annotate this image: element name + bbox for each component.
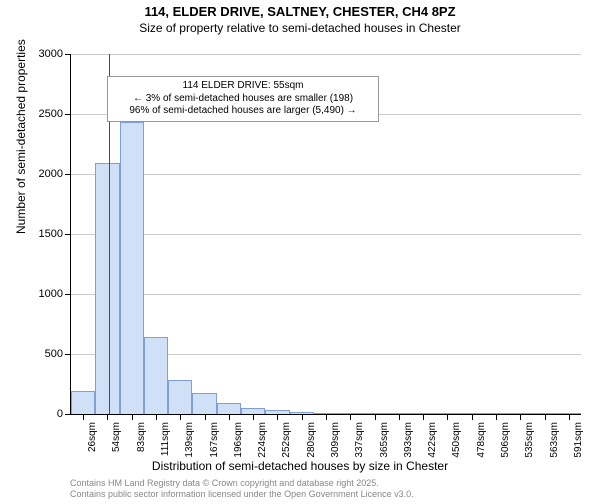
y-axis-title: Number of semi-detached properties bbox=[14, 39, 28, 234]
bar bbox=[192, 393, 216, 414]
x-tick bbox=[302, 414, 303, 420]
annotation-line: 96% of semi-detached houses are larger (… bbox=[113, 105, 373, 118]
annotation-box: 114 ELDER DRIVE: 55sqm← 3% of semi-detac… bbox=[107, 76, 379, 122]
x-tick-label: 83sqm bbox=[136, 422, 147, 452]
title-main: 114, ELDER DRIVE, SALTNEY, CHESTER, CH4 … bbox=[0, 4, 600, 19]
y-tick-label: 1000 bbox=[39, 288, 63, 300]
y-tick bbox=[65, 414, 71, 415]
x-axis-title: Distribution of semi-detached houses by … bbox=[0, 459, 600, 473]
x-tick bbox=[277, 414, 278, 420]
x-tick-label: 139sqm bbox=[184, 422, 195, 458]
x-tick bbox=[132, 414, 133, 420]
x-tick bbox=[399, 414, 400, 420]
x-tick-label: 393sqm bbox=[403, 422, 414, 458]
x-tick bbox=[229, 414, 230, 420]
x-tick-label: 167sqm bbox=[209, 422, 220, 458]
grid-line bbox=[71, 174, 581, 175]
annotation-line: 114 ELDER DRIVE: 55sqm bbox=[113, 80, 373, 93]
x-tick-label: 111sqm bbox=[160, 422, 171, 456]
footer-line-2: Contains public sector information licen… bbox=[70, 489, 414, 500]
x-tick-label: 365sqm bbox=[379, 422, 390, 458]
y-tick-label: 2000 bbox=[39, 168, 63, 180]
bar bbox=[120, 122, 144, 414]
x-tick-label: 450sqm bbox=[451, 422, 462, 458]
y-tick bbox=[65, 234, 71, 235]
grid-line bbox=[71, 294, 581, 295]
y-tick-label: 3000 bbox=[39, 48, 63, 60]
x-tick-label: 422sqm bbox=[427, 422, 438, 458]
bar bbox=[144, 337, 168, 414]
x-tick bbox=[107, 414, 108, 420]
y-tick-label: 1500 bbox=[39, 228, 63, 240]
x-tick bbox=[545, 414, 546, 420]
x-tick bbox=[569, 414, 570, 420]
x-tick-label: 224sqm bbox=[257, 422, 268, 458]
x-tick-label: 196sqm bbox=[233, 422, 244, 458]
x-tick-label: 252sqm bbox=[281, 422, 292, 458]
x-tick-label: 478sqm bbox=[476, 422, 487, 458]
x-tick bbox=[253, 414, 254, 420]
bar bbox=[95, 163, 119, 414]
x-tick bbox=[423, 414, 424, 420]
x-tick bbox=[205, 414, 206, 420]
chart-area: 05001000150020002500300026sqm54sqm83sqm1… bbox=[70, 54, 581, 415]
x-tick bbox=[496, 414, 497, 420]
y-tick bbox=[65, 114, 71, 115]
x-tick bbox=[180, 414, 181, 420]
x-tick-label: 506sqm bbox=[500, 422, 511, 458]
y-tick-label: 2500 bbox=[39, 108, 63, 120]
x-tick-label: 337sqm bbox=[354, 422, 365, 458]
grid-line bbox=[71, 234, 581, 235]
x-tick bbox=[375, 414, 376, 420]
y-tick bbox=[65, 54, 71, 55]
x-tick bbox=[83, 414, 84, 420]
x-tick bbox=[156, 414, 157, 420]
x-tick bbox=[326, 414, 327, 420]
title-sub: Size of property relative to semi-detach… bbox=[0, 21, 600, 35]
x-tick-label: 563sqm bbox=[549, 422, 560, 458]
x-tick bbox=[520, 414, 521, 420]
bar bbox=[217, 403, 241, 414]
footer-line-1: Contains HM Land Registry data © Crown c… bbox=[70, 478, 414, 489]
x-tick bbox=[447, 414, 448, 420]
x-tick-label: 280sqm bbox=[306, 422, 317, 458]
x-tick-label: 535sqm bbox=[524, 422, 535, 458]
x-tick-label: 54sqm bbox=[111, 422, 122, 452]
y-tick bbox=[65, 354, 71, 355]
grid-line bbox=[71, 54, 581, 55]
bar bbox=[168, 380, 192, 414]
x-tick-label: 309sqm bbox=[330, 422, 341, 458]
y-tick-label: 500 bbox=[45, 348, 63, 360]
footer: Contains HM Land Registry data © Crown c… bbox=[70, 478, 414, 500]
x-tick bbox=[472, 414, 473, 420]
annotation-line: ← 3% of semi-detached houses are smaller… bbox=[113, 93, 373, 106]
y-tick bbox=[65, 294, 71, 295]
x-tick bbox=[350, 414, 351, 420]
y-tick bbox=[65, 174, 71, 175]
x-tick-label: 591sqm bbox=[573, 422, 584, 458]
y-tick-label: 0 bbox=[57, 408, 63, 420]
x-tick-label: 26sqm bbox=[87, 422, 98, 452]
bar bbox=[71, 391, 95, 414]
